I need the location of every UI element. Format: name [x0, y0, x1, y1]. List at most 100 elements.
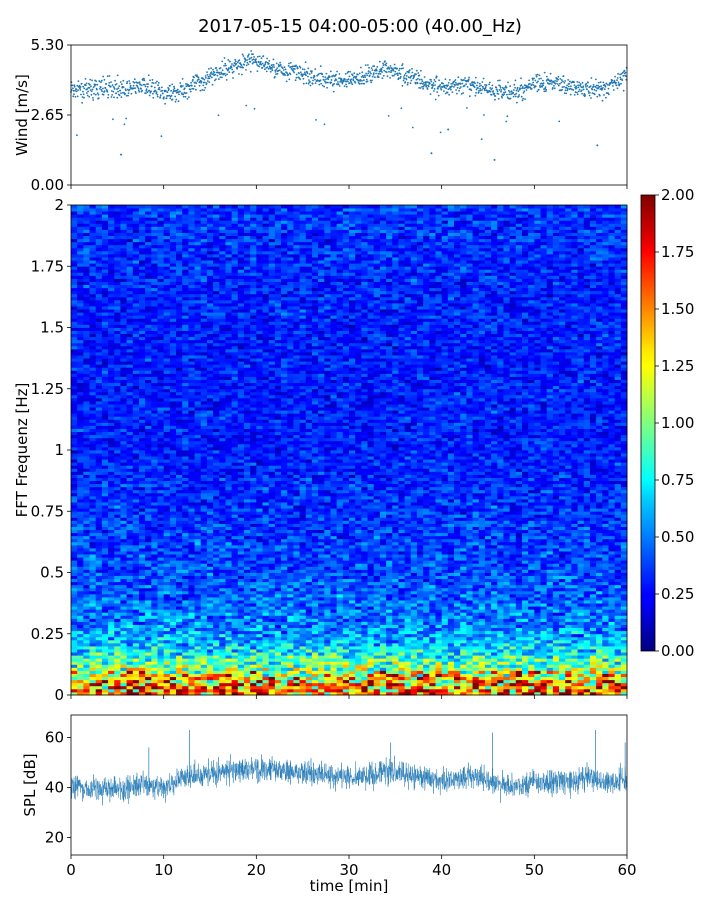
spectrogram-cell: [182, 581, 189, 586]
spectrogram-cell: [583, 621, 591, 625]
spectrogram-cell: [423, 578, 430, 583]
spectrogram-cell: [256, 590, 263, 595]
spectrogram-cell: [416, 621, 424, 625]
spectrogram-cell: [231, 624, 239, 629]
spectrogram-cell: [213, 652, 220, 656]
wind-point: [152, 82, 155, 84]
spectrogram-cell: [571, 664, 578, 668]
spectrogram-cell: [559, 584, 566, 589]
spectrogram-cell: [540, 673, 548, 678]
wind-point: [240, 64, 243, 66]
spectrogram-cell: [509, 649, 517, 653]
spectrogram-cell: [281, 624, 288, 629]
spectrogram-cell: [237, 667, 245, 671]
wind-point: [370, 67, 373, 69]
spectrogram-cell: [373, 642, 381, 647]
wind-point: [371, 79, 373, 82]
spectrogram-cell: [367, 655, 375, 659]
wind-point: [393, 63, 396, 66]
spectrogram-cell: [169, 615, 177, 619]
wind-point: [126, 88, 129, 91]
spectrogram-cell: [620, 597, 628, 601]
spectrogram-cell: [330, 639, 338, 644]
spectrogram-cell: [509, 646, 517, 650]
spectrogram-cell: [571, 587, 578, 592]
wind-point: [125, 94, 128, 97]
wind-point: [321, 84, 324, 87]
spectrogram-cell: [169, 590, 177, 595]
wind-point: [113, 96, 115, 99]
spectrogram-cell: [435, 593, 443, 598]
spectrogram-cell: [454, 679, 461, 684]
spectrogram-cell: [367, 682, 375, 687]
spectrogram-cell: [256, 615, 263, 619]
spectrogram-cell: [163, 682, 171, 687]
spectrogram-cell: [274, 612, 282, 616]
wind-point: [294, 79, 297, 82]
wind-point: [436, 91, 439, 93]
wind-point: [578, 88, 581, 91]
spectrogram-cell: [299, 612, 307, 616]
spectrogram-cell: [503, 603, 511, 607]
spectrogram-cell: [423, 633, 430, 638]
spectrogram-cell: [410, 682, 418, 687]
spectrogram-cell: [460, 639, 467, 644]
wind-point: [542, 84, 545, 87]
spectrogram-cell: [503, 667, 511, 671]
spectrogram-cell: [614, 600, 622, 604]
spectrogram-cell: [497, 584, 504, 589]
spectrogram-cell: [503, 639, 511, 644]
spectrogram-cell: [77, 615, 84, 619]
spectrogram-cell: [614, 646, 622, 650]
wind-point: [623, 69, 626, 72]
spectrogram-cell: [478, 646, 486, 650]
wind-point: [214, 73, 217, 76]
spectrogram-cell: [169, 658, 177, 662]
spectrogram-cell: [491, 603, 498, 607]
wind-point: [268, 62, 270, 65]
wind-point: [136, 86, 139, 88]
spectrogram-cell: [540, 642, 548, 647]
spectrogram-cell: [608, 624, 616, 629]
wind-point: [454, 84, 456, 87]
spectrogram-cell: [349, 655, 356, 659]
spectrogram-cell: [225, 578, 233, 583]
spectrogram-cell: [256, 609, 263, 613]
spectrogram-cell: [559, 652, 566, 656]
wind-point: [451, 82, 454, 85]
spectrogram-cell: [367, 593, 375, 598]
spectrogram-cell: [361, 679, 368, 684]
spectrogram-cell: [429, 584, 436, 589]
spectrogram-cell: [101, 593, 109, 598]
spectrogram-cell: [416, 658, 424, 662]
wind-point: [238, 73, 240, 75]
spectrogram-cell: [151, 685, 158, 690]
spectrogram-cell: [528, 682, 535, 687]
wind-point: [209, 75, 212, 77]
wind-point: [383, 69, 386, 72]
spectrogram-cell: [299, 639, 307, 644]
spectrogram-cell: [447, 609, 455, 613]
spectrogram-cell: [108, 600, 115, 604]
spectrogram-cell: [120, 590, 127, 595]
spectrogram-cell: [565, 593, 572, 598]
spectrogram-cell: [540, 670, 548, 674]
spectrogram-cell: [163, 600, 171, 604]
wind-point: [534, 85, 537, 88]
spectrogram-cell: [577, 603, 585, 607]
spectrogram-cell: [608, 633, 616, 638]
spectrogram-cell: [355, 624, 362, 629]
spectrogram-cell: [559, 624, 566, 629]
spectrogram-cell: [126, 590, 134, 595]
spectrogram-cell: [101, 655, 109, 659]
spectrogram-cell: [367, 667, 375, 671]
wind-point: [125, 117, 128, 120]
spectrogram-cell: [552, 639, 560, 644]
wind-point: [310, 72, 313, 74]
spectrogram-cell: [577, 688, 585, 693]
spectrogram-cell: [138, 679, 146, 684]
wind-point: [350, 78, 353, 81]
spectrogram-cell: [620, 606, 628, 610]
wind-point: [261, 66, 264, 69]
spectrogram-cell: [206, 661, 214, 665]
